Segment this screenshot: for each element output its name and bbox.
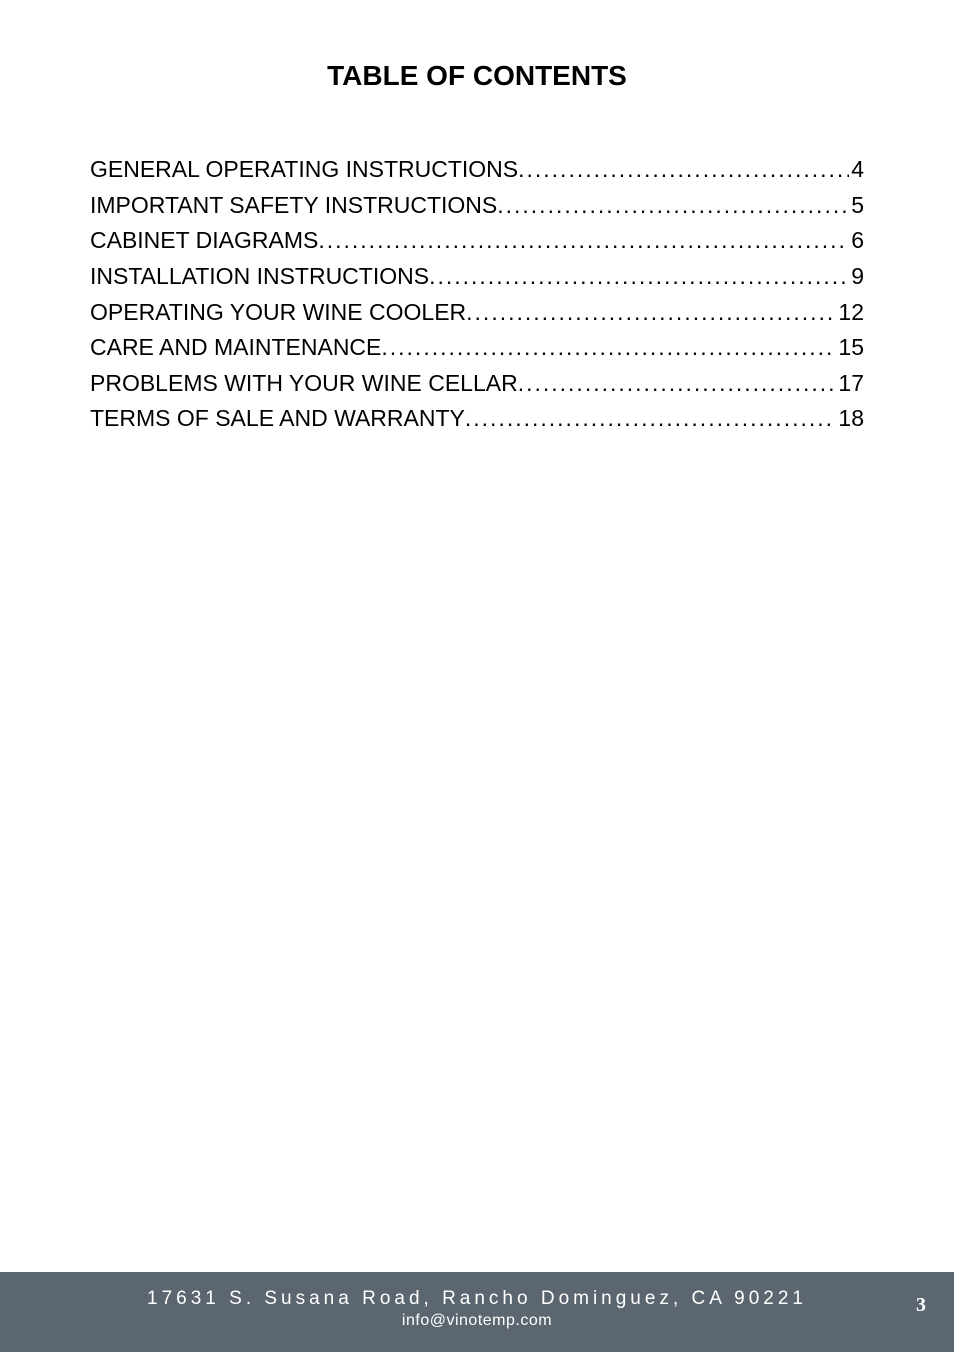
toc-entry: CABINET DIAGRAMS 6 [90, 223, 864, 259]
toc-entry-label: CABINET DIAGRAMS [90, 223, 318, 259]
table-of-contents: GENERAL OPERATING INSTRUCTIONS 4 IMPORTA… [0, 152, 954, 437]
toc-entry-page: 12 [836, 295, 864, 331]
toc-entry: GENERAL OPERATING INSTRUCTIONS 4 [90, 152, 864, 188]
toc-entry-label: TERMS OF SALE AND WARRANTY [90, 401, 465, 437]
toc-leader-dots [465, 401, 837, 437]
toc-entry: CARE AND MAINTENANCE 15 [90, 330, 864, 366]
toc-entry: TERMS OF SALE AND WARRANTY 18 [90, 401, 864, 437]
page-title: TABLE OF CONTENTS [0, 0, 954, 152]
toc-entry: OPERATING YOUR WINE COOLER 12 [90, 295, 864, 331]
toc-entry-page: 4 [849, 152, 864, 188]
toc-leader-dots [381, 330, 836, 366]
toc-leader-dots [318, 223, 849, 259]
toc-entry-label: INSTALLATION INSTRUCTIONS [90, 259, 429, 295]
toc-entry-page: 15 [836, 330, 864, 366]
toc-leader-dots [497, 188, 849, 224]
toc-leader-dots [518, 152, 849, 188]
toc-leader-dots [429, 259, 849, 295]
footer-address: 17631 S. Susana Road, Rancho Dominguez, … [0, 1288, 954, 1310]
toc-entry-page: 6 [849, 223, 864, 259]
toc-leader-dots [466, 295, 836, 331]
toc-entry-page: 9 [849, 259, 864, 295]
document-page: TABLE OF CONTENTS GENERAL OPERATING INST… [0, 0, 954, 1352]
toc-entry-label: PROBLEMS WITH YOUR WINE CELLAR [90, 366, 518, 402]
toc-entry: IMPORTANT SAFETY INSTRUCTIONS 5 [90, 188, 864, 224]
page-footer: 17631 S. Susana Road, Rancho Dominguez, … [0, 1272, 954, 1352]
toc-entry-page: 17 [836, 366, 864, 402]
footer-page-number: 3 [916, 1294, 926, 1317]
footer-email: info@vinotemp.com [0, 1312, 954, 1330]
toc-leader-dots [518, 366, 837, 402]
toc-entry-page: 18 [836, 401, 864, 437]
toc-entry-page: 5 [849, 188, 864, 224]
toc-entry: INSTALLATION INSTRUCTIONS 9 [90, 259, 864, 295]
toc-entry-label: OPERATING YOUR WINE COOLER [90, 295, 466, 331]
toc-entry: PROBLEMS WITH YOUR WINE CELLAR 17 [90, 366, 864, 402]
toc-entry-label: CARE AND MAINTENANCE [90, 330, 381, 366]
toc-entry-label: GENERAL OPERATING INSTRUCTIONS [90, 152, 518, 188]
toc-entry-label: IMPORTANT SAFETY INSTRUCTIONS [90, 188, 497, 224]
